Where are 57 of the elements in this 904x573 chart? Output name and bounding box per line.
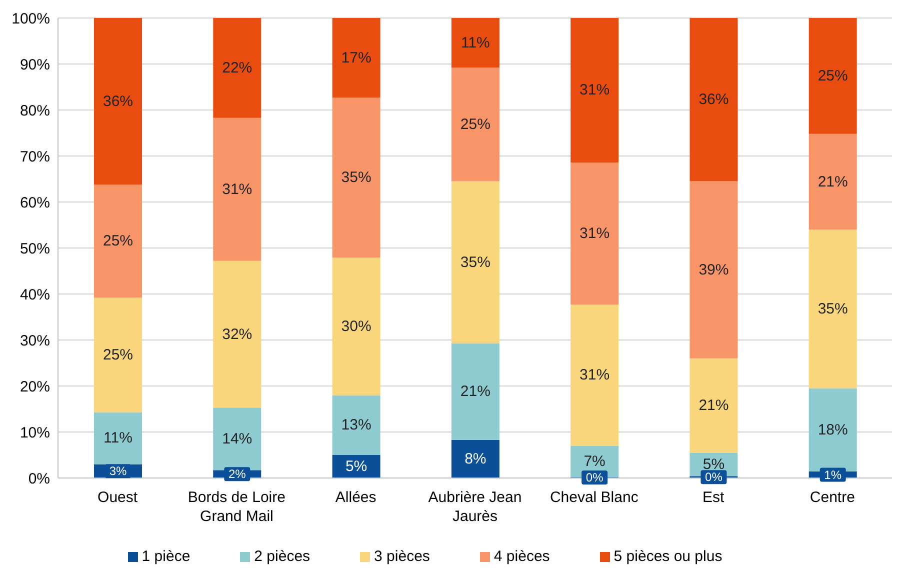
data-label: 36% — [698, 91, 729, 108]
data-label: 21% — [460, 383, 490, 400]
y-tick-label: 40% — [20, 286, 50, 304]
data-label: 3% — [109, 464, 127, 478]
x-tick-label: Bords de Loire Grand Mail — [188, 489, 286, 525]
x-tick-label: Est — [702, 489, 725, 506]
data-label: 5% — [702, 456, 725, 473]
legend-label: 5 pièces ou plus — [614, 548, 722, 565]
x-tick-label: Ouest — [98, 489, 138, 506]
data-label: 13% — [341, 416, 372, 434]
data-label: 25% — [102, 232, 134, 250]
data-label: 31% — [580, 82, 610, 99]
data-label: 21% — [698, 397, 729, 414]
legend-label: 1 pièce — [142, 548, 190, 565]
data-label: 31% — [222, 180, 252, 198]
data-label: 35% — [460, 254, 490, 271]
data-label: 17% — [341, 49, 372, 66]
y-tick-label: 50% — [20, 240, 50, 258]
y-tick-label: 10% — [20, 424, 50, 442]
data-label: 35% — [341, 169, 372, 186]
data-label: 0% — [586, 470, 604, 485]
legend-label: 3 pièces — [374, 548, 430, 565]
data-label: 25% — [818, 67, 848, 84]
x-tick-label: Aubrière Jean Jaurès — [428, 489, 522, 525]
legend-label: 2 pièces — [254, 548, 310, 565]
x-tick-label: Cheval Blanc — [550, 489, 639, 506]
y-tick-label: 30% — [20, 332, 50, 350]
data-label: 31% — [580, 225, 610, 242]
data-label: 14% — [222, 430, 252, 448]
y-tick-label: 60% — [20, 194, 50, 212]
y-tick-label: 90% — [20, 56, 50, 74]
data-label: 25% — [102, 346, 134, 364]
data-label: 5% — [345, 458, 368, 475]
data-label: 7% — [584, 452, 606, 470]
data-label: 39% — [698, 261, 729, 278]
legend-label: 4 pièces — [494, 548, 550, 565]
x-tick-label: Centre — [810, 489, 855, 506]
data-label: 22% — [222, 59, 252, 76]
data-label: 21% — [818, 173, 848, 190]
y-tick-label: 0% — [28, 470, 50, 488]
data-label: 25% — [460, 116, 490, 133]
y-tick-label: 20% — [20, 378, 50, 396]
data-label: 35% — [818, 300, 848, 318]
data-label: 31% — [580, 366, 610, 384]
data-label: 11% — [460, 34, 490, 52]
data-label: 1% — [824, 468, 842, 482]
x-tick-label: Allées — [335, 489, 376, 506]
data-label: 18% — [818, 421, 848, 438]
data-label: 8% — [464, 450, 486, 468]
data-label: 36% — [102, 92, 134, 110]
y-tick-label: 70% — [20, 148, 50, 166]
data-label: 11% — [104, 430, 132, 447]
y-tick-label: 80% — [20, 102, 50, 120]
y-tick-label: 100% — [12, 10, 50, 28]
data-label: 0% — [705, 470, 723, 484]
data-label: 30% — [341, 318, 372, 335]
data-label: 32% — [222, 326, 252, 343]
